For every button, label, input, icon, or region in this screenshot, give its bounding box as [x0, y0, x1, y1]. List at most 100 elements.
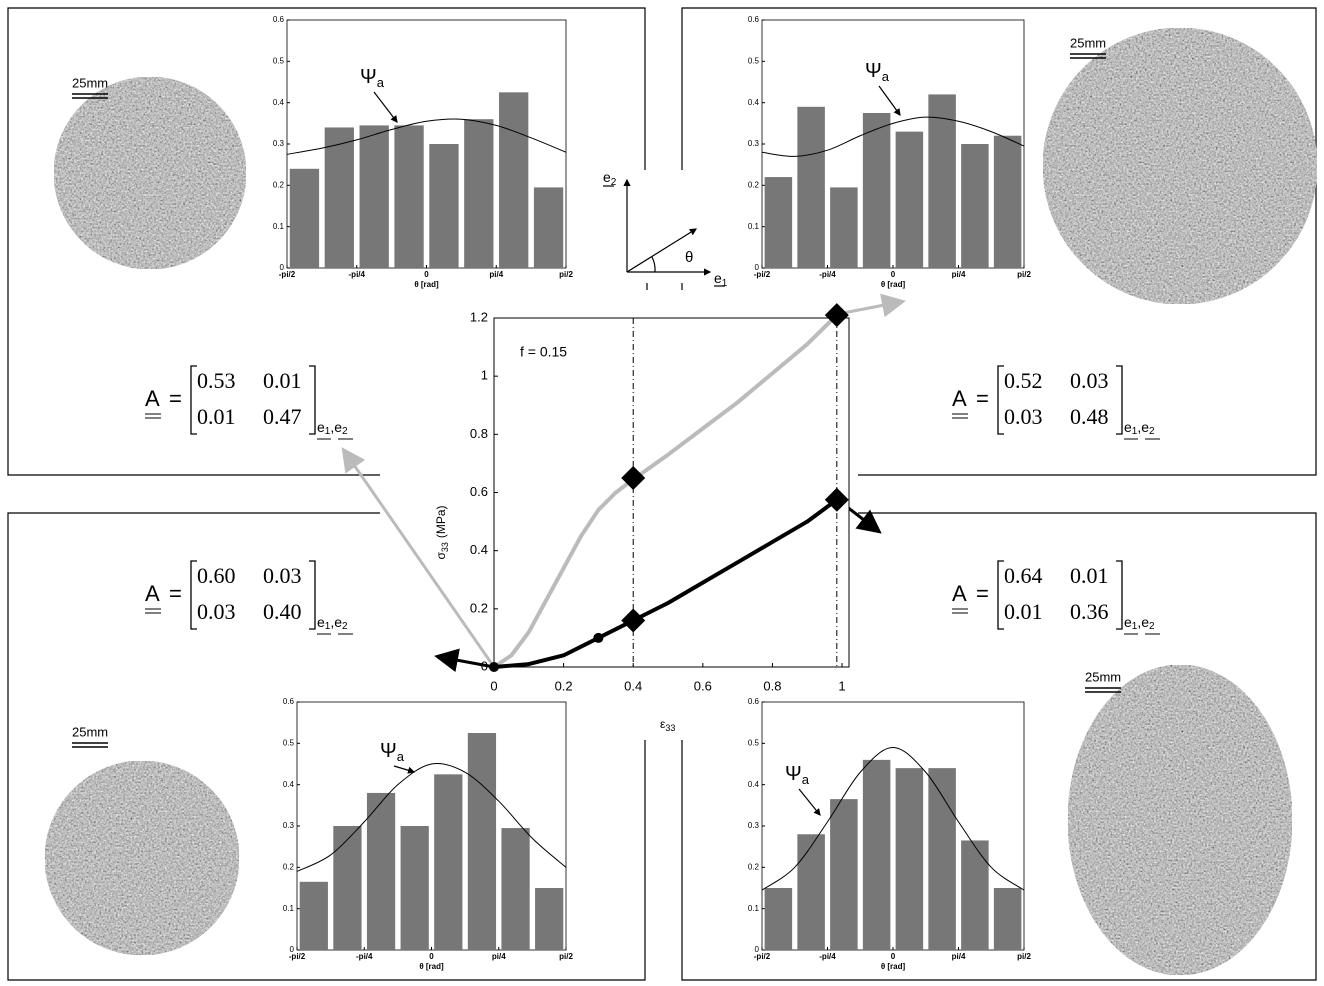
bracket — [309, 560, 316, 630]
diamond-marker — [621, 608, 646, 633]
curve-label: Ψa — [380, 740, 405, 764]
equals: = — [976, 386, 989, 411]
index: 2 — [611, 177, 617, 188]
bar — [394, 125, 424, 269]
fit-curve — [296, 763, 567, 872]
panel-frames — [7, 7, 1317, 981]
frame-bottom-left — [7, 512, 646, 981]
letter: e — [1124, 419, 1132, 435]
y-tick-label: 0.2 — [273, 180, 285, 189]
symbol: Ψ — [865, 60, 882, 82]
fit-curve — [286, 118, 567, 155]
x-axis-label: θ [rad] — [881, 962, 906, 971]
bar — [299, 881, 328, 950]
frame-bottom-right — [681, 512, 1317, 981]
y-tick-label: 0.6 — [748, 697, 760, 706]
y-tick-label: 0 — [280, 263, 285, 272]
x-tick-label: pi/2 — [1017, 952, 1031, 961]
dot-marker — [593, 632, 604, 643]
matrix-entry: 0.01 — [1070, 563, 1109, 588]
subscript: a — [377, 75, 385, 90]
y-tick-label: 0 — [481, 658, 488, 673]
matrix-entry: 0.40 — [263, 599, 302, 624]
y-tick-label: 0.5 — [283, 738, 295, 747]
y-tick-label: 0.3 — [283, 821, 295, 830]
bar — [830, 187, 858, 268]
bar — [862, 113, 891, 268]
bar — [324, 127, 354, 268]
y-tick-label: 0.5 — [273, 56, 285, 65]
x-axis-label: θ [rad] — [414, 280, 439, 289]
bar — [533, 187, 564, 268]
equals: = — [169, 581, 182, 606]
bracket — [309, 365, 316, 435]
y-tick-label: 0.3 — [748, 139, 760, 148]
y-tick-label: 0.1 — [748, 904, 760, 913]
letter: e — [334, 614, 342, 630]
series-line — [492, 313, 839, 669]
x-tick-label: 0.6 — [694, 678, 712, 693]
y-tick-label: 0.4 — [273, 98, 285, 107]
bar — [895, 131, 924, 268]
letter: e — [1141, 419, 1149, 435]
specimen-image — [1067, 664, 1293, 976]
bar — [993, 135, 1022, 268]
y-tick-label: 1.2 — [470, 309, 488, 324]
x-tick-label: 0 — [891, 952, 896, 961]
y-tick-label: 0 — [755, 945, 760, 954]
frame-top-left — [7, 7, 646, 476]
matrix-entry: 0.36 — [1070, 599, 1109, 624]
dot-marker — [489, 662, 499, 672]
specimen-image — [44, 760, 240, 956]
index: 1 — [1132, 621, 1138, 632]
separator: , — [1137, 614, 1141, 630]
coordinate-diagram — [603, 178, 725, 290]
x-tick-label: 0.4 — [624, 678, 642, 693]
y-tick-label: 0.1 — [748, 222, 760, 231]
matrix-entry: 0.03 — [1070, 368, 1109, 393]
y-tick-label: 0 — [755, 263, 760, 272]
separator: , — [330, 614, 334, 630]
bar — [467, 733, 497, 950]
arrow — [341, 447, 496, 668]
letter: e — [317, 419, 325, 435]
bar — [895, 768, 924, 950]
y-tick-label: 0.4 — [748, 98, 760, 107]
matrix-symbol: A — [952, 581, 967, 606]
y-tick-label: 0.2 — [748, 862, 760, 871]
y-tick-label: 0.5 — [748, 738, 760, 747]
x-axis-label: θ [rad] — [881, 280, 906, 289]
frame-top-right — [681, 7, 1317, 476]
subscript: 33 — [665, 723, 675, 733]
letter: e — [334, 419, 342, 435]
x-tick-label: pi/4 — [952, 952, 966, 961]
subscript: 33 — [440, 542, 450, 552]
plot-frame — [493, 317, 850, 668]
matrix-entry: 0.03 — [1004, 404, 1043, 429]
scale-label: 25mm — [1070, 35, 1106, 50]
x-axis-label: θ [rad] — [419, 962, 444, 971]
x-tick-label: 1 — [838, 678, 845, 693]
bar — [429, 144, 459, 268]
bar — [961, 840, 989, 950]
matrix-basis: e1,e2 — [317, 419, 348, 437]
y-tick-label: 0.6 — [470, 484, 488, 499]
matrix-entry: 0.52 — [1004, 368, 1043, 393]
y-tick-label: 0.1 — [283, 904, 295, 913]
symbol: Ψ — [380, 740, 397, 762]
x-tick-label: -pi/4 — [356, 952, 373, 961]
x-tick-label: 0.8 — [763, 678, 781, 693]
bar — [289, 168, 320, 268]
angle-label: θ — [685, 249, 693, 266]
bar — [797, 106, 825, 268]
bracket — [190, 365, 197, 435]
index: 1 — [1132, 426, 1138, 437]
bar — [464, 119, 494, 268]
letter: e — [714, 270, 722, 286]
matrix-symbol: A — [952, 386, 967, 411]
specimen-image — [1042, 27, 1318, 305]
arrows — [341, 293, 906, 673]
matrix-entry: 0.01 — [1004, 599, 1043, 624]
y-tick-label: 0.6 — [283, 697, 295, 706]
index: 2 — [342, 426, 348, 437]
